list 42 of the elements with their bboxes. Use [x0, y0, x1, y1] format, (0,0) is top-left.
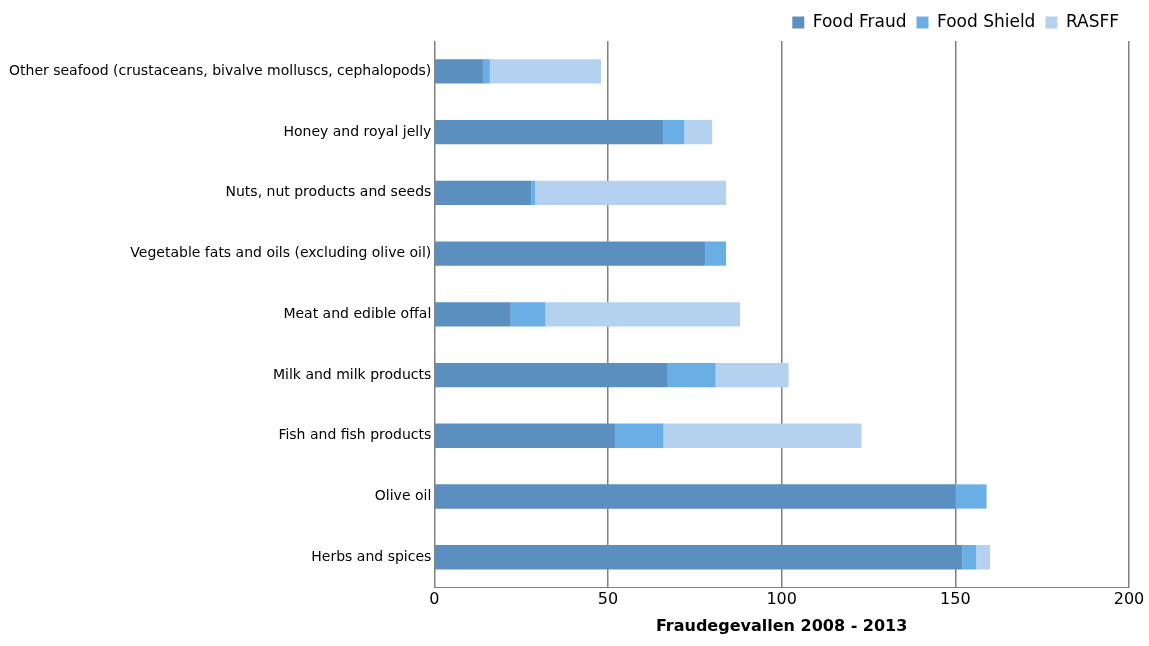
legend-label: Food Fraud: [812, 10, 907, 31]
legend-label: RASFF: [1065, 10, 1120, 31]
x-tick-label: 100: [766, 589, 797, 609]
bar: [435, 119, 664, 145]
x-axis-title: Fraudegevallen 2008 - 2013: [655, 615, 908, 635]
bar: [489, 59, 602, 84]
bar: [435, 59, 483, 84]
bar: [705, 241, 727, 266]
bar: [955, 484, 987, 509]
bar: [684, 119, 713, 145]
y-tick-label: Meat and edible offal: [283, 304, 432, 321]
x-tick-label: 200: [1113, 589, 1145, 609]
y-tick-label: Vegetable fats and oils (excluding olive oil): [130, 244, 432, 261]
bar: [435, 241, 706, 266]
y-tick-label: Honey and royal jelly: [283, 122, 432, 139]
bar: [435, 362, 668, 388]
bar: [435, 545, 963, 570]
bar: [510, 302, 546, 327]
bar: [535, 180, 727, 205]
y-tick-label: Other seafood (crustaceans, bivalve molluscs, cephalopods): [9, 62, 432, 79]
bar: [976, 545, 991, 570]
y-tick-label: Herbs and spices: [311, 547, 432, 564]
bar: [435, 484, 956, 509]
legend-label: Food Shield: [936, 10, 1036, 31]
bar: [715, 362, 789, 388]
bar: [435, 423, 615, 448]
bar: [482, 59, 490, 84]
y-tick-label: Olive oil: [374, 487, 432, 504]
bar: [435, 180, 532, 205]
y-tick-label: Fish and fish products: [278, 426, 432, 443]
bar: [663, 119, 685, 145]
bar: [435, 302, 511, 327]
bar: [545, 302, 740, 327]
bar: [663, 423, 862, 448]
bar: [614, 423, 664, 448]
x-tick-label: 0: [429, 589, 440, 609]
bar: [962, 545, 977, 570]
y-tick-label: Nuts, nut products and seeds: [225, 183, 432, 200]
y-tick-label: Milk and milk products: [272, 365, 432, 382]
x-tick-label: 150: [940, 589, 971, 609]
x-tick-label: 50: [597, 589, 619, 609]
bar: [667, 362, 716, 388]
